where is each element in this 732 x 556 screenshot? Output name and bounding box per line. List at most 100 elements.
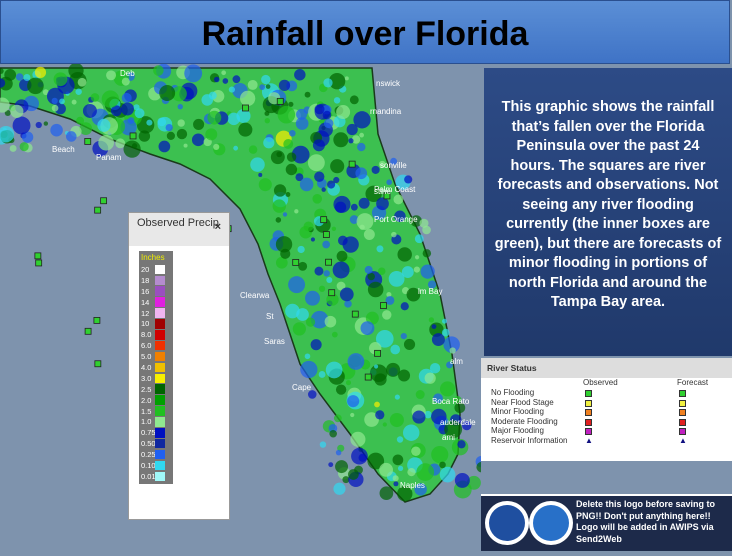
- rain-texture: [238, 122, 253, 137]
- river-gauge: [292, 258, 300, 266]
- scale-swatch: [155, 362, 165, 373]
- scale-swatch: [155, 417, 165, 427]
- rain-texture: [331, 226, 337, 232]
- status-row: Major Flooding: [481, 426, 732, 436]
- rain-texture: [77, 77, 87, 87]
- rain-texture: [374, 401, 380, 408]
- rain-texture: [275, 256, 288, 269]
- rain-texture: [82, 103, 97, 118]
- rain-texture: [397, 465, 404, 471]
- rain-texture: [275, 217, 282, 223]
- rain-texture: [454, 396, 462, 404]
- rain-texture: [414, 483, 427, 496]
- rain-texture: [391, 231, 397, 238]
- rain-texture: [76, 116, 85, 125]
- status-symbol: ▲: [585, 435, 593, 445]
- description: This graphic shows the rainfall that’s f…: [484, 68, 732, 356]
- rain-texture: [323, 78, 333, 88]
- scale-row: 1.0: [141, 416, 171, 427]
- scale-label: 5.0: [141, 352, 152, 362]
- rain-texture: [375, 329, 394, 348]
- rain-texture: [443, 336, 460, 353]
- scale-swatch: [155, 308, 165, 318]
- river-gauge: [100, 197, 108, 205]
- columns: Observed Forecast: [481, 378, 732, 388]
- rain-texture: [392, 475, 399, 482]
- rain-texture: [323, 270, 330, 277]
- rain-texture: [298, 261, 308, 271]
- rain-texture: [314, 266, 324, 276]
- status-row: No Flooding: [481, 388, 732, 398]
- precip-legend: Observed Precip × Inches 20 18 16 14 12 10 8.0 6.…: [128, 212, 230, 520]
- rain-texture: [312, 139, 325, 152]
- scale-row: 2.0: [141, 395, 171, 406]
- rain-texture: [273, 184, 287, 197]
- rain-texture: [336, 281, 346, 291]
- rain-texture: [9, 144, 17, 152]
- scale-row: 16: [141, 286, 171, 297]
- place-label: sonville: [380, 161, 407, 170]
- rain-texture: [159, 85, 176, 101]
- rain-texture: [333, 97, 341, 104]
- place-label: Panam: [96, 153, 122, 162]
- rain-texture: [410, 215, 422, 227]
- rain-texture: [310, 237, 316, 242]
- rain-texture: [285, 192, 291, 197]
- rain-texture: [59, 98, 65, 105]
- rain-texture: [332, 261, 350, 279]
- scale-label: 2.5: [141, 384, 152, 394]
- rain-texture: [330, 159, 345, 174]
- rain-texture: [264, 110, 270, 116]
- rain-texture: [403, 338, 416, 350]
- rain-texture: [326, 277, 333, 284]
- rain-texture: [406, 287, 421, 302]
- rain-texture: [342, 236, 359, 253]
- rain-texture: [396, 436, 404, 443]
- rain-texture: [363, 229, 375, 240]
- rain-texture: [71, 99, 77, 105]
- rain-texture: [50, 123, 63, 137]
- rain-texture: [292, 322, 306, 336]
- rain-texture: [121, 77, 130, 86]
- status-label: No Flooding: [491, 388, 535, 397]
- rain-texture: [288, 101, 294, 107]
- rain-texture: [120, 102, 134, 116]
- rain-texture: [390, 344, 401, 355]
- rain-texture: [331, 331, 338, 338]
- rain-texture: [382, 422, 387, 427]
- rain-texture: [201, 94, 214, 106]
- river-gauge: [374, 349, 381, 357]
- river-gauge: [84, 138, 92, 145]
- rain-texture: [323, 118, 334, 129]
- rain-texture: [385, 295, 395, 305]
- rain-texture: [382, 310, 392, 320]
- unit: Inches: [141, 253, 165, 262]
- scale-swatch: [155, 286, 165, 296]
- scale-label: 0.50: [141, 439, 156, 449]
- rain-texture: [333, 195, 351, 213]
- rain-texture: [401, 266, 414, 279]
- rain-texture: [285, 303, 300, 319]
- river-gauge: [325, 258, 332, 266]
- rain-texture: [414, 255, 420, 260]
- river-gauge: [348, 160, 356, 168]
- rain-texture: [335, 384, 347, 395]
- rain-texture: [79, 122, 93, 135]
- rain-texture: [282, 212, 288, 217]
- rain-texture: [296, 308, 309, 321]
- rain-texture: [157, 117, 167, 127]
- rain-texture: [371, 165, 380, 174]
- scale-label: 16: [141, 286, 150, 296]
- rain-texture: [300, 360, 318, 379]
- rain-texture: [0, 97, 10, 113]
- rain-texture: [258, 178, 272, 192]
- rain-texture: [398, 369, 411, 382]
- rain-texture: [205, 128, 218, 141]
- status-symbol: [585, 428, 592, 435]
- rain-texture: [367, 281, 384, 298]
- rain-texture: [0, 78, 6, 88]
- rain-texture: [51, 104, 59, 112]
- status-row: Minor Flooding: [481, 407, 732, 417]
- close-button[interactable]: ×: [214, 221, 221, 233]
- rain-texture: [171, 86, 187, 102]
